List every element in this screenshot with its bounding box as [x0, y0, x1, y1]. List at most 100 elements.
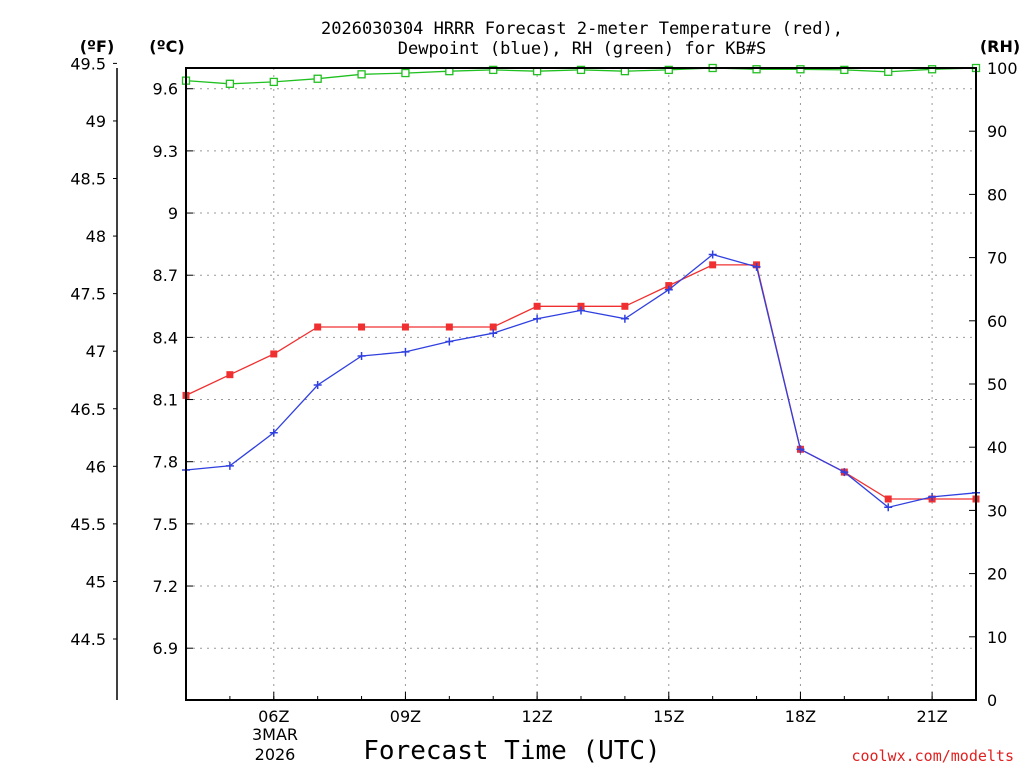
dewpoint-point — [225, 461, 234, 470]
dewpoint-point — [664, 285, 673, 294]
fahrenheit-tick-label: 45 — [86, 572, 106, 591]
temperature-point — [358, 323, 366, 331]
celsius-tick-label: 8.7 — [153, 266, 178, 285]
rh-point — [796, 65, 805, 74]
dewpoint-point — [796, 445, 805, 454]
rh-tick-label: 80 — [987, 185, 1007, 204]
temperature-point — [884, 495, 892, 503]
dewpoint-point — [533, 314, 542, 323]
rh-tick-label: 100 — [987, 59, 1018, 78]
rh-point — [576, 65, 586, 75]
rh-point — [313, 74, 322, 83]
temperature-point — [621, 302, 629, 310]
celsius-tick-label: 7.8 — [153, 453, 178, 472]
dewpoint-point — [840, 468, 849, 477]
temperature-point — [401, 323, 409, 331]
x-tick-label: 15Z — [653, 707, 684, 726]
celsius-tick-label: 7.5 — [153, 515, 178, 534]
rh-unit-label: (RH) — [980, 37, 1020, 56]
fahrenheit-axis: 44.5 45 45.5 46 46.5 47 47.5 48 48.5 49 49.5 — [70, 54, 118, 700]
credit-text: coolwx.com/modelts — [851, 747, 1014, 765]
temperature-point — [709, 261, 717, 269]
dewpoint-point — [884, 503, 893, 512]
dewpoint-point — [401, 347, 410, 356]
dewpoint-point — [313, 381, 322, 390]
x-axis: 06Z 09Z 12Z 15Z 18Z 21Z — [185, 692, 977, 726]
celsius-tick-label: 9 — [168, 204, 178, 223]
celsius-unit-label: (ºC) — [149, 37, 184, 56]
x-tick-label: 18Z — [785, 707, 816, 726]
grid-lines — [186, 68, 976, 700]
rh-point — [269, 77, 278, 87]
rh-tick-label: 20 — [987, 565, 1007, 584]
x-axis-title: Forecast Time (UTC) — [363, 736, 660, 766]
rh-tick-label: 60 — [987, 312, 1007, 331]
x-date-line2: 2026 — [255, 745, 296, 764]
fahrenheit-tick-label: 48 — [86, 227, 106, 246]
temperature-point — [445, 323, 453, 331]
x-tick-label: 12Z — [521, 707, 552, 726]
fahrenheit-tick-label: 47 — [86, 342, 106, 361]
dewpoint-point — [357, 352, 366, 361]
temperature-point — [314, 323, 322, 331]
dewpoint-line — [185, 253, 977, 509]
x-tick-label: 09Z — [390, 707, 421, 726]
rh-point — [225, 79, 235, 88]
chart-title-line1: 2026030304 HRRR Forecast 2-meter Tempera… — [321, 19, 843, 39]
rh-point — [664, 65, 673, 75]
rh-point — [752, 65, 761, 74]
celsius-tick-label: 8.1 — [153, 391, 178, 410]
rh-point — [489, 65, 498, 75]
temperature-point — [533, 302, 541, 310]
dewpoint-point — [577, 306, 585, 315]
series-group — [181, 63, 981, 512]
rh-tick-label: 70 — [987, 249, 1007, 268]
rh-tick-label: 0 — [987, 691, 997, 710]
rh-tick-label: 40 — [987, 438, 1007, 457]
celsius-tick-label: 6.9 — [153, 639, 178, 658]
dewpoint-point — [708, 250, 717, 259]
x-tick-label: 06Z — [258, 707, 289, 726]
dewpoint-point — [752, 262, 761, 271]
rh-tick-label: 50 — [987, 375, 1007, 394]
dewpoint-point — [620, 314, 629, 323]
rh-point — [927, 65, 937, 74]
rh-tick-label: 10 — [987, 628, 1007, 647]
fahrenheit-unit-label: (ºF) — [80, 37, 115, 56]
temperature-point — [270, 350, 278, 358]
rh-point — [401, 68, 410, 78]
fahrenheit-tick-label: 48.5 — [70, 170, 106, 189]
fahrenheit-tick-label: 46 — [86, 457, 106, 476]
rh-axis: 0 10 20 30 40 50 60 70 80 90 100 — [969, 59, 1018, 710]
celsius-tick-label: 9.6 — [153, 80, 178, 99]
rh-point — [357, 70, 366, 79]
fahrenheit-tick-label: 44.5 — [70, 630, 106, 649]
x-date-line1: 3MAR — [252, 725, 298, 744]
plot-frame — [185, 67, 977, 701]
fahrenheit-tick-label: 46.5 — [70, 400, 106, 419]
dewpoint-point — [928, 492, 937, 501]
temperature-point — [577, 302, 585, 310]
dewpoint-point — [269, 428, 278, 437]
fahrenheit-tick-label: 49.5 — [70, 54, 106, 73]
temperature-point — [489, 323, 497, 331]
celsius-tick-label: 7.2 — [153, 577, 178, 596]
rh-point — [840, 65, 849, 75]
dewpoint-point — [489, 329, 498, 338]
rh-tick-label: 90 — [987, 122, 1007, 141]
dewpoint-point — [445, 337, 454, 346]
rh-point — [884, 67, 893, 76]
rh-tick-label: 30 — [987, 501, 1007, 520]
fahrenheit-tick-label: 49 — [86, 112, 106, 131]
chart-title-line2: Dewpoint (blue), RH (green) for KB#S — [398, 39, 766, 59]
fahrenheit-tick-label: 47.5 — [70, 285, 106, 304]
temperature-line — [185, 264, 976, 500]
x-tick-label: 21Z — [916, 707, 947, 726]
celsius-axis: 6.9 7.2 7.5 7.8 8.1 8.4 8.7 9 9.3 9.6 — [153, 80, 193, 658]
temperature-point — [226, 371, 234, 379]
fahrenheit-tick-label: 45.5 — [70, 515, 106, 534]
celsius-tick-label: 9.3 — [153, 142, 178, 161]
temperature-point — [665, 282, 673, 290]
celsius-tick-label: 8.4 — [153, 328, 178, 347]
